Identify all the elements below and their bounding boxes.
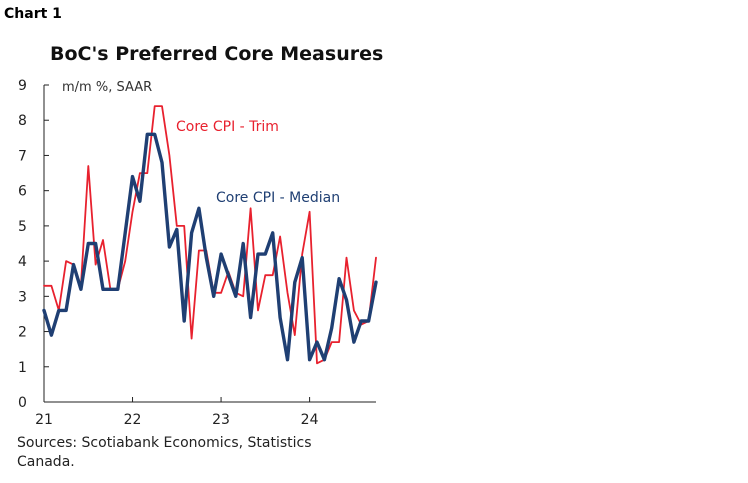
- x-tick-label: 23: [212, 412, 230, 428]
- y-tick-label: 6: [18, 184, 27, 200]
- y-tick-label: 5: [18, 219, 27, 235]
- chart-number: Chart 1: [4, 6, 62, 22]
- x-tick-label: 22: [124, 412, 142, 428]
- y-axis-label: m/m %, SAAR: [62, 80, 152, 95]
- y-tick-label: 2: [18, 325, 27, 341]
- trim-series-label: Core CPI - Trim: [176, 119, 279, 135]
- x-tick-label: 24: [301, 412, 319, 428]
- chart-series: [42, 105, 378, 365]
- y-tick-label: 4: [18, 254, 27, 270]
- source-note: Sources: Scotiabank Economics, Statistic…: [17, 435, 312, 470]
- y-tick-label: 1: [18, 360, 27, 376]
- chart-title: BoC's Preferred Core Measures: [50, 43, 384, 65]
- y-tick-label: 3: [18, 289, 27, 305]
- x-tick-label: 21: [35, 412, 53, 428]
- median-series-label: Core CPI - Median: [216, 190, 340, 206]
- y-tick-label: 9: [18, 78, 27, 94]
- y-tick-label: 8: [18, 113, 27, 129]
- y-tick-label: 7: [18, 148, 27, 164]
- median-series-line: [42, 132, 378, 362]
- trim-series-line: [43, 105, 377, 365]
- y-tick-label: 0: [18, 395, 27, 411]
